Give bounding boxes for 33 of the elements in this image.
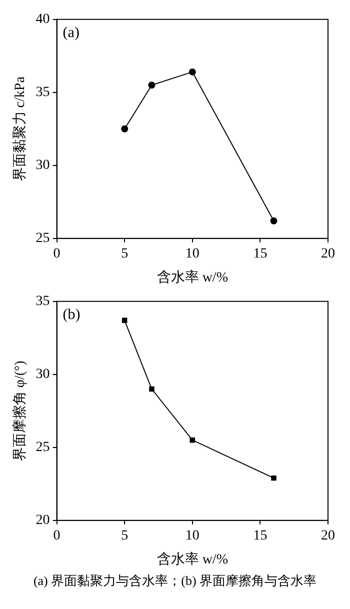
x-tick-label: 20	[321, 528, 335, 544]
y-tick-label: 30	[36, 158, 50, 174]
x-tick-label: 10	[185, 528, 200, 544]
y-tick-label: 35	[36, 294, 50, 310]
x-tick-label: 15	[253, 528, 268, 544]
point	[148, 82, 156, 89]
annotation: (b)	[62, 306, 80, 323]
y-axis-title: 界面摩擦角 φ/(°)	[12, 360, 28, 462]
point	[121, 125, 128, 132]
x-tick-label: 0	[53, 246, 60, 262]
point	[271, 475, 276, 481]
x-axis-title: 含水率 w/%	[156, 551, 228, 568]
y-tick-label: 25	[36, 231, 50, 246]
text: (a) 界面黏聚力与含水率；(b) 界面摩擦角与含水率	[32, 572, 318, 590]
point	[188, 68, 196, 76]
point	[190, 437, 196, 443]
x-tick-label: 5	[121, 246, 128, 262]
point	[270, 217, 278, 224]
y-tick-label: 20	[36, 513, 50, 528]
y-axis-title: 界面黏聚力 c/kPa	[12, 76, 28, 182]
annotation: (a)	[62, 24, 80, 41]
x-tick-label: 15	[253, 246, 268, 262]
x-tick-label: 20	[321, 246, 335, 262]
point	[149, 386, 154, 392]
y-tick-label: 30	[36, 367, 50, 382]
y-tick-label: 35	[36, 85, 50, 100]
x-axis-title: 含水率 w/%	[156, 269, 228, 286]
x-tick-label: 0	[53, 528, 60, 544]
point	[122, 318, 128, 323]
y-tick-label: 40	[36, 12, 50, 28]
x-tick-label: 10	[185, 246, 200, 262]
x-tick-label: 5	[121, 528, 128, 544]
y-tick-label: 25	[36, 440, 50, 456]
